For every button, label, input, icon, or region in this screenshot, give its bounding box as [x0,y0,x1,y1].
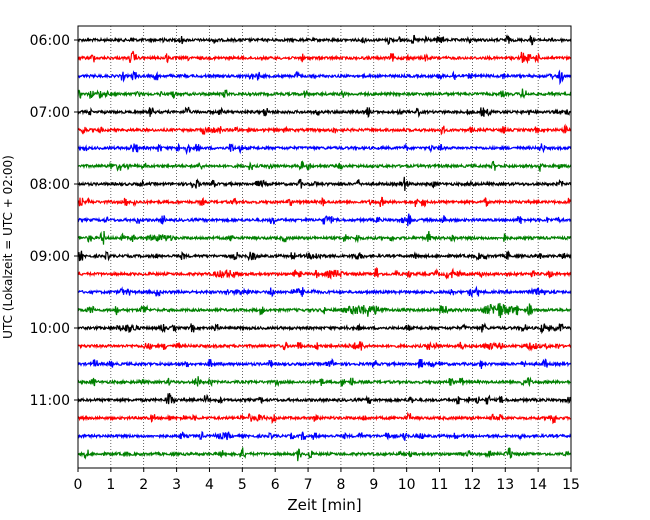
seismic-trace [77,123,572,136]
x-tick-label: 0 [74,477,83,493]
x-tick-label: 10 [398,477,416,493]
x-tick-label: 14 [529,477,547,493]
seismic-trace [77,88,572,100]
seismic-trace [77,50,572,65]
plot-frame [77,25,572,469]
seismic-trace [77,285,572,299]
seismic-trace [77,69,572,86]
seismic-trace [77,430,572,441]
y-tick-label: 06:00 [30,33,70,49]
x-tick-label: 2 [139,477,148,493]
seismic-trace [77,34,572,46]
y-tick-label: 11:00 [30,393,70,409]
seismic-trace [77,376,572,388]
seismic-trace [77,266,572,280]
x-tick-label: 7 [304,477,313,493]
seismic-trace [77,322,572,335]
y-axis-label: UTC (Lokalzeit = UTC + 02:00) [1,155,15,339]
y-tick-label: 08:00 [30,177,70,193]
x-tick-label: 3 [172,477,181,493]
seismic-trace [77,393,572,405]
seismic-trace [77,411,572,425]
seismic-trace [77,196,572,208]
x-tick-label: 13 [496,477,514,493]
seismic-traces [77,34,572,462]
y-tick-label: 07:00 [30,105,70,121]
x-tick-label: 6 [271,477,280,493]
seismic-trace [77,213,572,227]
seismic-trace [77,230,572,245]
x-axis-label: Zeit [min] [287,496,361,514]
seismic-trace [77,106,572,119]
seismic-trace [77,341,572,352]
x-tick-label: 15 [562,477,580,493]
seismic-trace [77,176,572,192]
seismic-trace [77,302,572,319]
x-tick-label: 8 [336,477,345,493]
x-tick-label: 1 [106,477,115,493]
y-tick-label: 09:00 [30,249,70,265]
x-tick-label: 4 [205,477,214,493]
x-tick-label: 9 [369,477,378,493]
seismic-trace [77,250,572,262]
x-tick-label: 11 [431,477,449,493]
x-axis: 0 1 2 3 4 5 6 7 8 9 10 11 12 13 14 15 [74,468,580,493]
y-axis: 06:00 07:00 08:00 09:00 10:00 11:00 [30,33,78,409]
seismic-trace [77,357,572,370]
seismic-trace [77,142,572,156]
x-tick-label: 5 [238,477,247,493]
y-tick-label: 10:00 [30,321,70,337]
seismic-trace [77,446,572,462]
x-tick-label: 12 [463,477,481,493]
seismic-trace [77,160,572,172]
